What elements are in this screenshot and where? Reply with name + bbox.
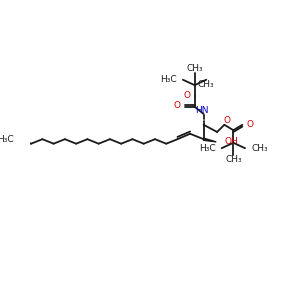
Text: OH: OH	[224, 137, 238, 146]
Text: CH₃: CH₃	[186, 64, 203, 74]
Text: O: O	[183, 91, 190, 100]
Text: CH₃: CH₃	[198, 80, 214, 89]
Text: O: O	[247, 120, 254, 129]
Polygon shape	[204, 138, 216, 142]
Text: H₃C: H₃C	[0, 135, 14, 144]
Text: CH₃: CH₃	[225, 154, 242, 164]
Text: HN: HN	[195, 106, 208, 115]
Text: CH₃: CH₃	[251, 144, 268, 153]
Text: O: O	[173, 101, 180, 110]
Text: H₃C: H₃C	[199, 144, 215, 153]
Text: H₃C: H₃C	[160, 75, 177, 84]
Text: O: O	[224, 116, 230, 125]
